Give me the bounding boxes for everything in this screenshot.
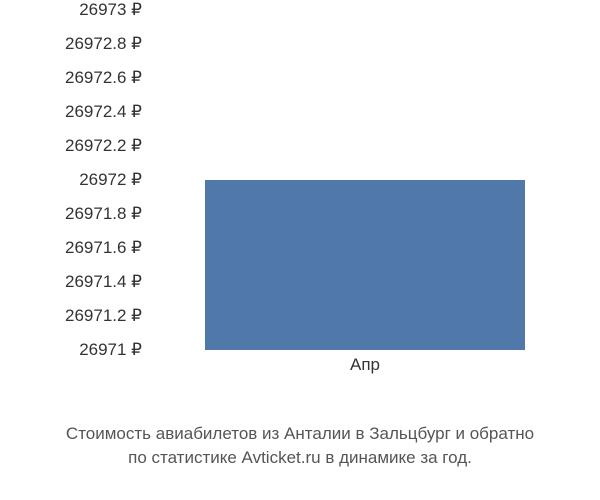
y-tick-label: 26971.6 ₽	[65, 238, 142, 258]
caption-line-1: Стоимость авиабилетов из Анталии в Зальц…	[66, 424, 534, 443]
y-tick-label: 26971.8 ₽	[65, 204, 142, 224]
bar	[205, 180, 525, 350]
y-tick-label: 26971 ₽	[79, 340, 142, 360]
y-axis: 26973 ₽26972.8 ₽26972.6 ₽26972.4 ₽26972.…	[0, 10, 150, 390]
x-tick-label: Апр	[350, 355, 380, 375]
caption-line-2: по статистике Avticket.ru в динамике за …	[128, 448, 472, 467]
y-tick-label: 26973 ₽	[79, 0, 142, 20]
y-tick-label: 26972.8 ₽	[65, 34, 142, 54]
price-chart: 26973 ₽26972.8 ₽26972.6 ₽26972.4 ₽26972.…	[0, 10, 600, 390]
plot-area: Апр	[160, 10, 570, 350]
chart-caption: Стоимость авиабилетов из Анталии в Зальц…	[0, 422, 600, 470]
y-tick-label: 26972.2 ₽	[65, 136, 142, 156]
y-tick-label: 26972 ₽	[79, 170, 142, 190]
y-tick-label: 26971.2 ₽	[65, 306, 142, 326]
y-tick-label: 26972.6 ₽	[65, 68, 142, 88]
y-tick-label: 26971.4 ₽	[65, 272, 142, 292]
y-tick-label: 26972.4 ₽	[65, 102, 142, 122]
